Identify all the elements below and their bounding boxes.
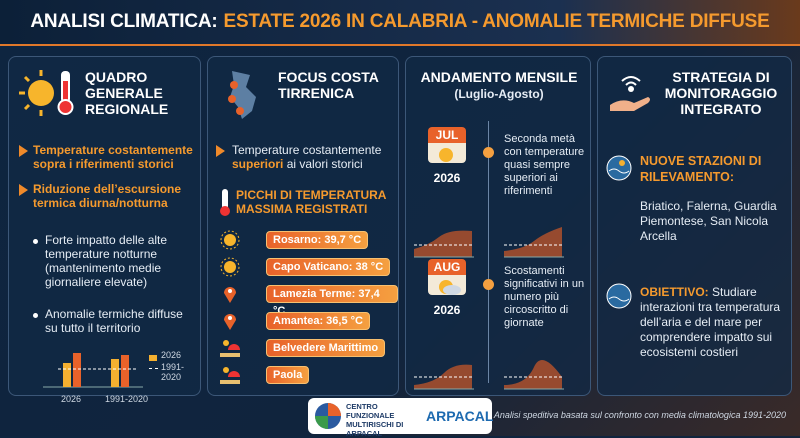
station-icon [220, 230, 240, 250]
panel-subtitle: (Luglio-Agosto) [454, 87, 544, 101]
map-icon [228, 71, 256, 119]
trend-sketch [504, 359, 564, 390]
title-lead: ANALISI CLIMATICA: [30, 11, 218, 32]
month-text: Scostamenti significativi in un numero p… [504, 265, 585, 329]
month-text: Seconda metà con temperature quasi sempr… [504, 133, 585, 197]
bullet: Anomalie termiche diffuse su tutto il te… [45, 307, 183, 335]
station: Paola [266, 366, 310, 384]
panel-title: ANDAMENTO MENSILE [420, 69, 578, 85]
month-label: JUL [428, 127, 466, 143]
logo-mark [315, 403, 341, 429]
panel-coast: FOCUS COSTA TIRRENICA Temperature costan… [207, 56, 399, 396]
header: ANALISI CLIMATICA: ESTATE 2026 IN CALABRI… [0, 0, 800, 46]
title-highlight: ESTATE 2026 IN CALABRIA - ANOMALIE TERMI… [223, 11, 770, 32]
coast-icon [606, 155, 632, 181]
panel-regional: QUADRO GENERALE REGIONALE Temperature co… [8, 56, 201, 404]
category-label: 1991-2020 [105, 394, 149, 404]
highlight: Temperature costantemente superiori ai v… [232, 143, 392, 171]
trend-sketch [414, 364, 474, 390]
station: Belvedere Marittimo [266, 339, 386, 357]
panel-title: STRATEGIA DI MONITORAGGIO INTEGRATO [664, 69, 778, 117]
highlight: Riduzione dell’escursione termica diurna… [33, 182, 182, 210]
logo-text: CENTRO FUNZIONALE MULTIRISCHI DI ARPACAL [346, 402, 404, 438]
station-icon [224, 287, 236, 303]
trend-sketch [414, 230, 474, 258]
bullet: Forte impatto delle alte temperature not… [45, 233, 168, 289]
text-part: Temperature costantemente [232, 143, 382, 157]
monitoring-icon [610, 76, 650, 111]
stations-heading: NUOVE STAZIONI DI RILEVAMENTO: [640, 154, 762, 184]
brand: ARPACAL [426, 408, 494, 424]
highlight: Temperature costantemente sopra i riferi… [33, 143, 193, 171]
month-label: AUG [428, 259, 466, 275]
panel-monthly: ANDAMENTO MENSILE (Luglio-Agosto) JUL 202… [405, 56, 591, 396]
stations-list: Briatico, Falerna, Guardia Piemontese, S… [640, 199, 777, 243]
mini-chart [43, 353, 143, 388]
logo-box: CENTRO FUNZIONALE MULTIRISCHI DI ARPACAL… [308, 398, 494, 438]
objective-label: OBIETTIVO: [640, 285, 709, 299]
thermometer-icon [220, 189, 230, 216]
weather-icon [439, 280, 461, 295]
station-icon [220, 367, 240, 384]
station: Lamezia Terme: 37,4 °C [266, 285, 398, 317]
panel-title: QUADRO GENERALE REGIONALE [85, 69, 169, 117]
legend-entry: 2026 [161, 350, 182, 360]
station: Rosarno: 39,7 °C [266, 231, 369, 249]
sea-icon [606, 283, 632, 309]
weather-icon [439, 148, 453, 162]
objective: OBIETTIVO: Studiare interazioni tra temp… [640, 285, 788, 360]
year-label: 2026 [433, 303, 461, 317]
objective-text: Studiare interazioni tra temperatura del… [640, 285, 781, 359]
footnote: Analisi speditiva basata sul confronto c… [493, 410, 786, 420]
station: Amantea: 36,5 °C [266, 312, 370, 330]
panel-title: FOCUS COSTA TIRRENICA [278, 69, 379, 101]
station: Capo Vaticano: 38 °C [266, 258, 391, 276]
year-label: 2026 [433, 171, 461, 185]
station-icon [220, 340, 240, 357]
panel-strategy: STRATEGIA DI MONITORAGGIO INTEGRATO NUOV… [597, 56, 792, 396]
text-part: ai valori storici [286, 157, 363, 171]
category-label: 2026 [61, 394, 82, 404]
text-part: superiori [232, 157, 284, 171]
sun-thermometer-icon [19, 70, 74, 116]
peaks-title: PICCHI DI TEMPERATURA MASSIMA REGISTRATI [236, 188, 386, 216]
trend-sketch [504, 227, 564, 258]
legend-entry: 1991-2020 [161, 362, 185, 382]
station-icon [220, 257, 240, 277]
station-icon [224, 314, 236, 330]
